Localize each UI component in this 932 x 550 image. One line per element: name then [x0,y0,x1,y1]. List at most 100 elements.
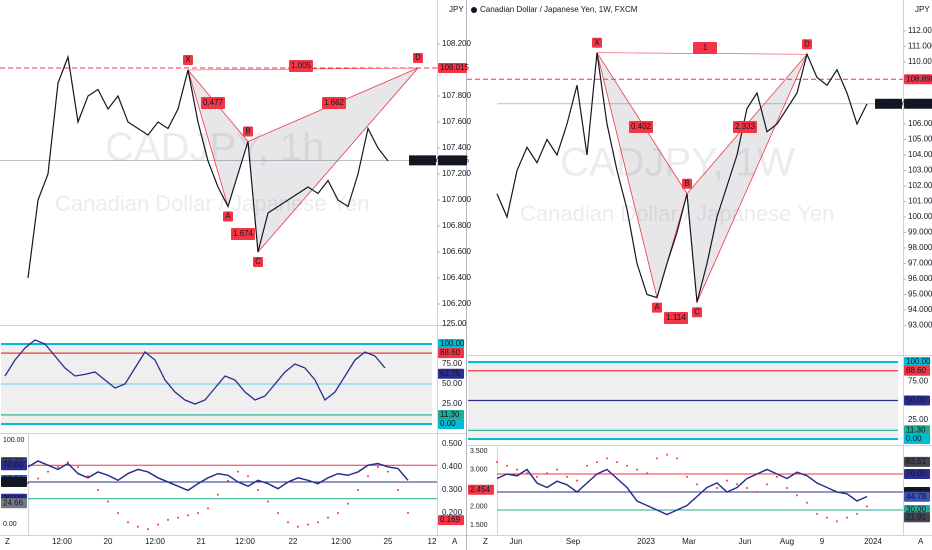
indicator-dot [207,507,209,510]
pane-tick-label: 50.00 [442,379,463,388]
indicator-dot [97,489,99,491]
indicator-dot [796,494,798,497]
price-tick-label: 106.000 [908,119,932,128]
indicator-dot [297,525,299,528]
price-badge-label: 30.00 [906,505,927,514]
indicator-dot [337,512,339,514]
ratio-label: 1.114 [666,313,686,322]
price-badge [904,491,930,502]
price-badge-label: 70.00 [906,469,927,478]
time-tick-label: 12:00 [331,537,352,546]
price-badge-label: 0.00 [440,419,456,428]
price-badge [438,515,464,526]
indicator-dot [237,470,239,473]
symbol-label: CADJPY [877,101,905,108]
indicator-dot [77,466,79,468]
time-tick-label: 12:00 [52,537,73,546]
indicator-dot [307,523,309,526]
ratio-label: 1.005 [291,61,312,70]
pane-tick-label: 125.00 [442,319,467,328]
time-tick-label: 9 [820,537,825,546]
indicator-dot [37,477,39,480]
price-badge-label: 11.30 [906,425,926,434]
pane-tick-label: 25.00 [442,399,463,408]
indicator-dot [676,457,678,460]
time-tick-label: Jun [739,537,752,546]
indicator-dot [187,514,189,517]
price-badge-label: 70.00 [3,460,24,469]
pattern-point-label: X [185,55,191,64]
oscillator-line [27,460,409,492]
ratio-label: 1.674 [233,229,254,238]
price-line [27,54,389,279]
ratio-bg [322,97,346,109]
price-tick-label: 106.600 [442,247,471,256]
pattern-point-label: B [245,127,250,136]
pattern-point-bg [682,178,692,189]
time-tick-label: 12:00 [235,537,256,546]
price-badge [904,456,930,467]
price-badge-label: 108.015 [440,63,469,72]
indicator-dot [696,483,698,486]
indicator-dot [377,466,379,468]
indicator-dot [357,489,359,491]
ratio-label: 0.477 [203,98,224,107]
indicator-dot [606,457,608,460]
indicator-dot [636,468,638,471]
price-tick-label: 97.000 [908,259,932,268]
pattern-point-label: C [694,307,700,316]
watermark-sub: Canadian Dollar / Japanese Yen [520,201,834,226]
price-badge-label: 83.51 [906,457,927,466]
right-tick-label: 0.300 [442,485,463,494]
price-badge-label: 11.30 [440,410,460,419]
price-badge [904,357,930,367]
left-tick-label: 0.00 [3,521,17,528]
price-tick-label: 107.200 [442,169,471,178]
time-tick-label: 12:00 [145,537,166,546]
pattern-point-label: D [804,39,810,48]
indicator-dot [367,475,369,478]
indicator-dot [546,472,548,475]
indicator-dot [846,516,848,519]
time-tick-label: 25 [384,537,393,546]
price-badge [904,98,932,109]
price-badge [438,419,464,429]
time-tick-label: 12 [428,537,437,546]
indicator-dot [686,475,688,478]
price-badge-label: 108.890 [906,74,932,83]
price-tick-label: 100.000 [908,212,932,221]
indicator-dot [526,472,528,475]
indicator-dot [856,512,858,515]
indicator-dot [127,521,129,524]
price-tick-label: 107.600 [442,117,471,126]
corner-label: Z [5,537,10,546]
price-badge [904,395,930,406]
price-badge-label: 100.00 [440,339,465,348]
indicator-dot [866,505,868,508]
price-tick-label: 99.000 [908,228,932,237]
pattern-point-label: A [225,212,231,221]
indicator-dot [197,512,199,514]
price-badge-label: 62.75 [440,369,461,378]
indicator-dot [756,490,758,493]
price-tick-label: 108.200 [442,39,471,48]
indicator-dot [746,487,748,489]
symbol-label: CADJPY [411,157,439,164]
axis-unit: JPY [449,5,464,14]
indicator-dot [576,479,578,482]
watermark-sub: Canadian Dollar / Japanese Yen [55,191,369,216]
indicator-dot [646,472,648,475]
price-badge-label: 0.00 [906,434,922,443]
time-tick-label: Aug [780,537,794,546]
indicator-dot [706,490,708,493]
price-tick-label: 105.000 [908,135,932,144]
indicator-dot [287,521,289,524]
ratio-bg [289,60,313,72]
indicator-dot [317,521,319,524]
right-tick-label: 0.500 [442,439,463,448]
time-tick-label: 22 [289,537,298,546]
indicator-dot [786,487,788,489]
pane-tick-label: 75.00 [908,376,929,385]
corner-label: Z [483,537,488,546]
